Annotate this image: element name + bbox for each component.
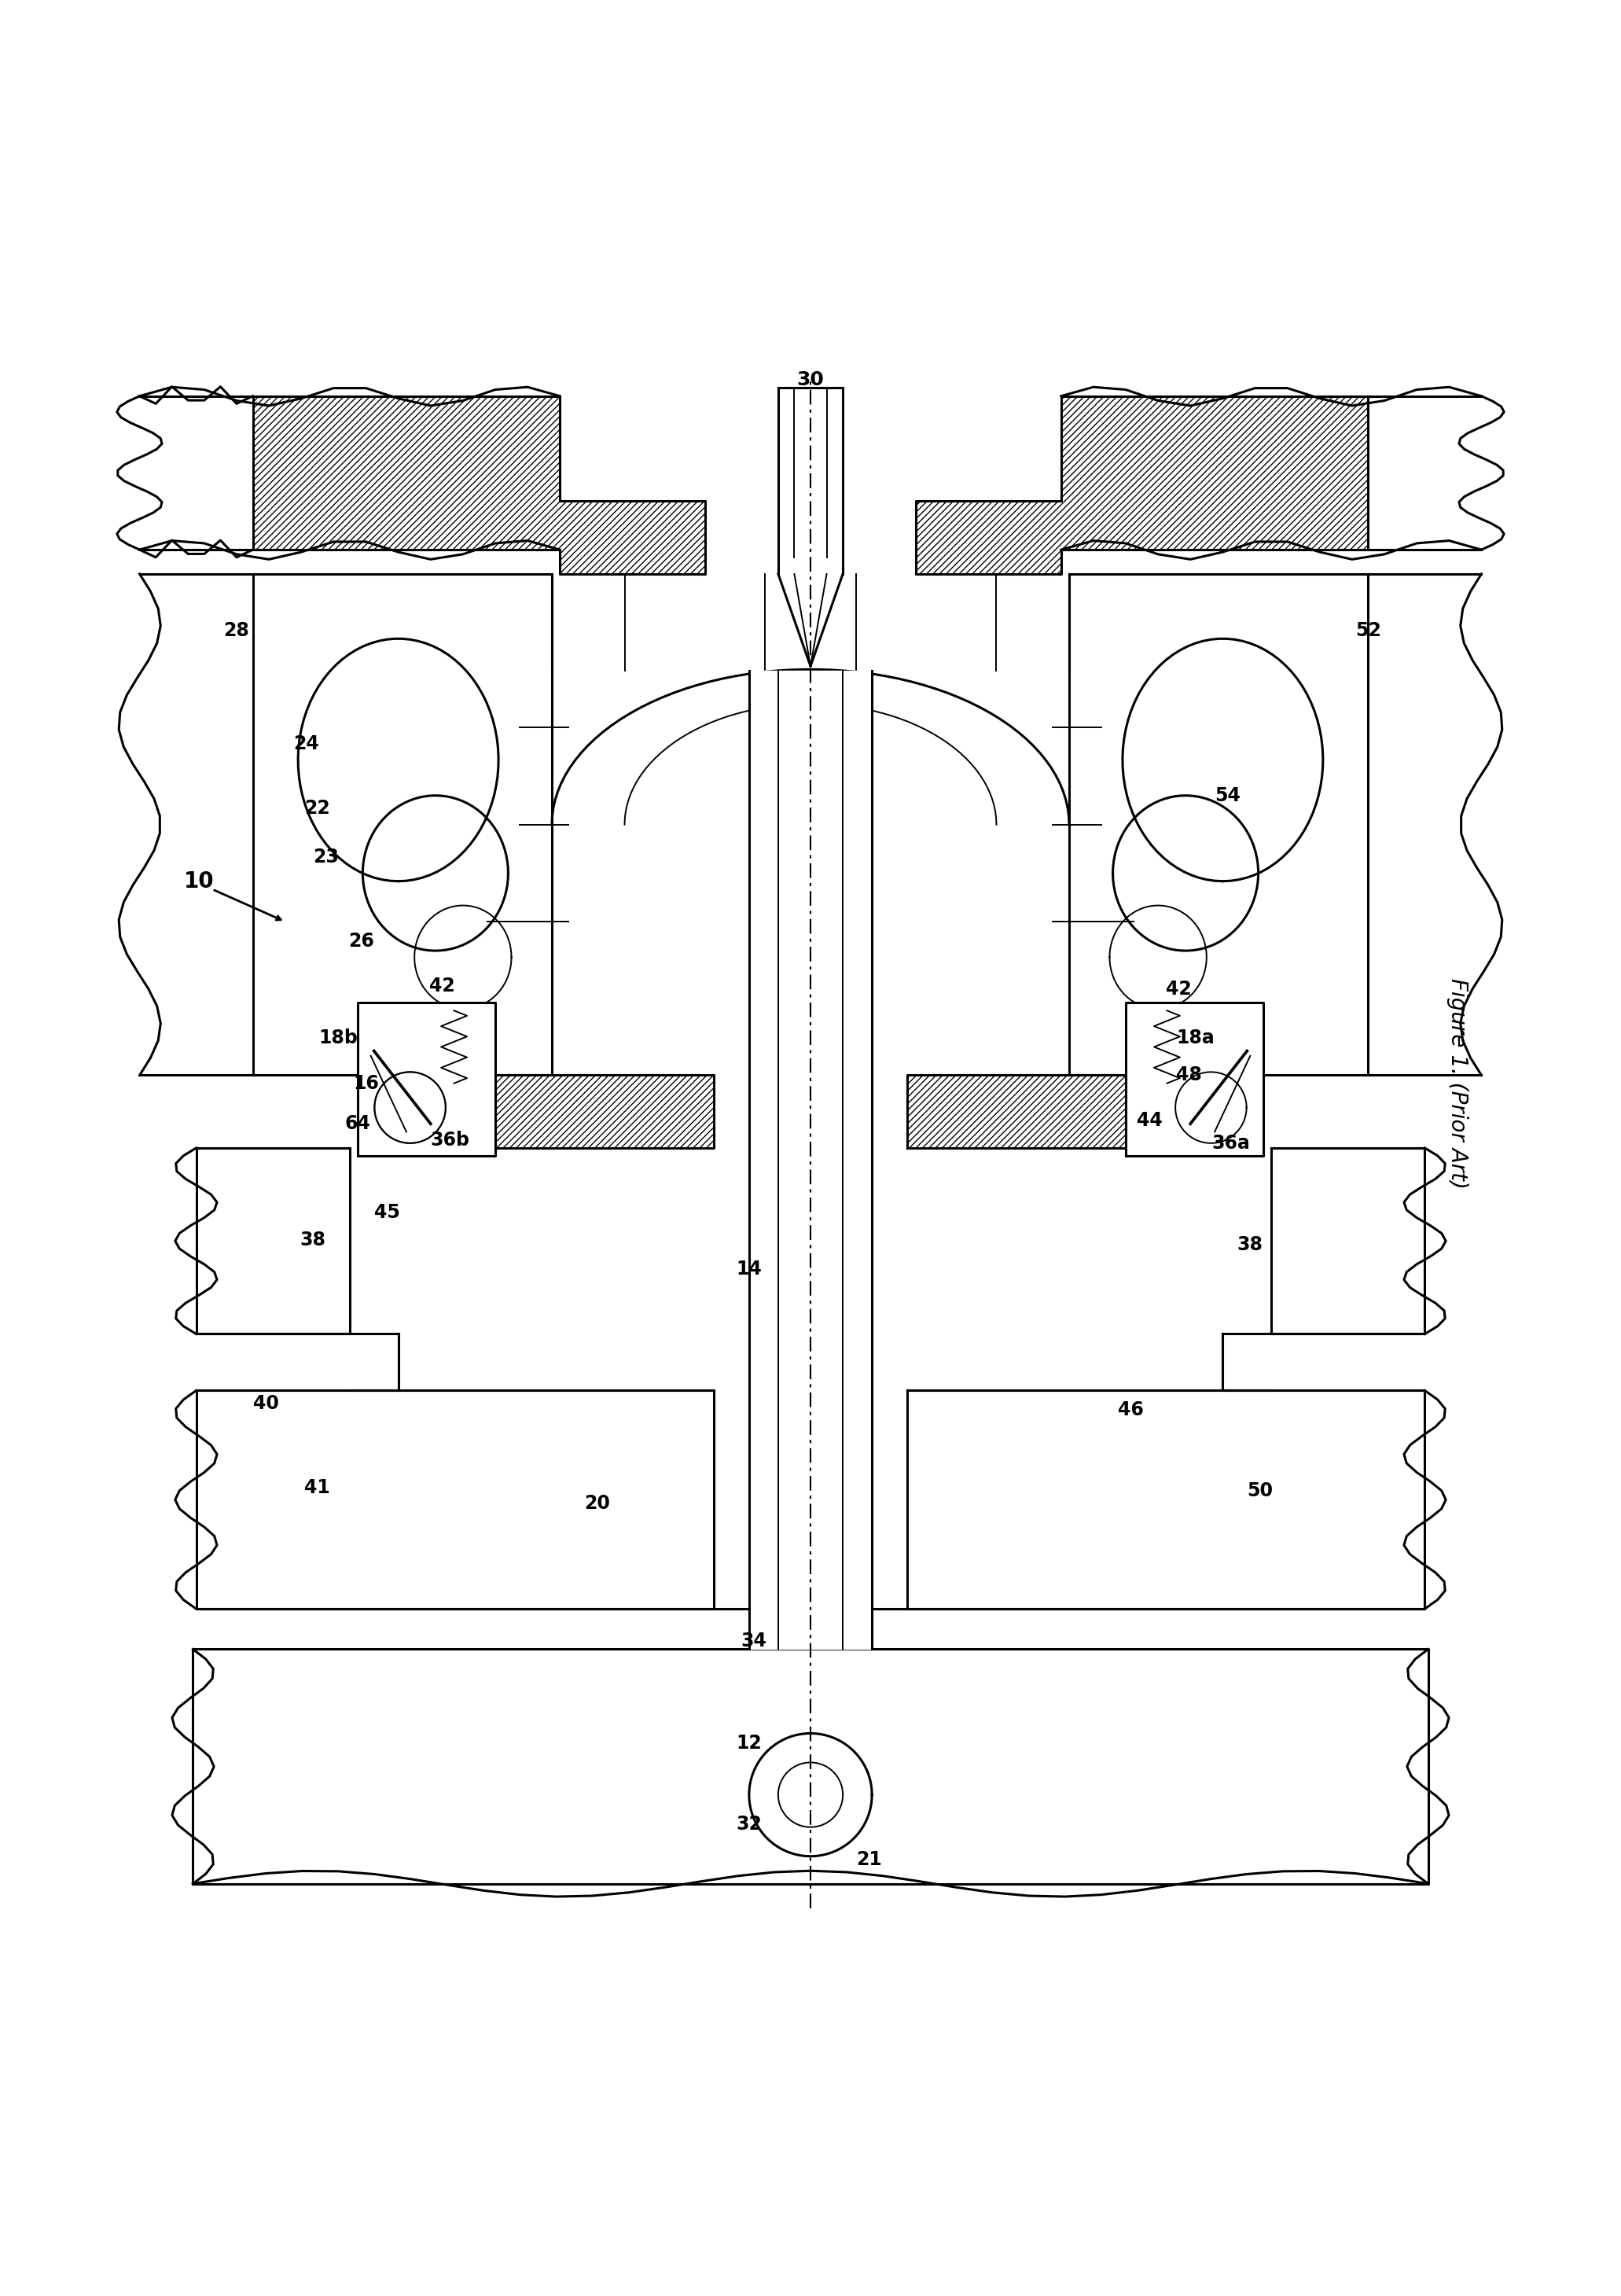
Polygon shape bbox=[358, 1003, 496, 1157]
Polygon shape bbox=[778, 388, 843, 574]
Text: 18b: 18b bbox=[319, 1029, 358, 1047]
Text: 64: 64 bbox=[345, 1114, 371, 1134]
Text: 42: 42 bbox=[1165, 980, 1191, 999]
Text: 48: 48 bbox=[1175, 1065, 1201, 1084]
Polygon shape bbox=[916, 397, 1368, 574]
Text: 32: 32 bbox=[736, 1814, 762, 1832]
Polygon shape bbox=[253, 397, 705, 574]
Polygon shape bbox=[1175, 1072, 1247, 1143]
Polygon shape bbox=[1222, 1334, 1425, 1391]
Text: 45: 45 bbox=[374, 1203, 400, 1221]
Text: 50: 50 bbox=[1247, 1481, 1272, 1499]
Text: 36b: 36b bbox=[430, 1130, 470, 1150]
Text: 30: 30 bbox=[798, 370, 823, 390]
Text: 54: 54 bbox=[1214, 785, 1240, 806]
Text: 16: 16 bbox=[353, 1075, 379, 1093]
Polygon shape bbox=[253, 574, 551, 1075]
Polygon shape bbox=[778, 574, 843, 666]
Bar bbox=[496, 1075, 713, 1148]
Polygon shape bbox=[1070, 574, 1368, 1075]
Text: 10: 10 bbox=[185, 870, 214, 893]
Text: 20: 20 bbox=[584, 1495, 609, 1513]
Bar bbox=[908, 1075, 1125, 1148]
Polygon shape bbox=[196, 1148, 350, 1334]
Polygon shape bbox=[196, 1391, 713, 1609]
Bar bbox=[749, 670, 872, 1649]
Text: 24: 24 bbox=[293, 735, 319, 753]
Text: 21: 21 bbox=[856, 1851, 882, 1869]
Polygon shape bbox=[908, 1391, 1425, 1609]
Text: 44: 44 bbox=[1136, 1111, 1162, 1130]
Polygon shape bbox=[749, 1733, 872, 1855]
Text: 42: 42 bbox=[430, 976, 456, 996]
Text: 34: 34 bbox=[741, 1632, 767, 1651]
Polygon shape bbox=[1125, 1003, 1263, 1157]
Text: 22: 22 bbox=[305, 799, 331, 817]
Text: 18a: 18a bbox=[1177, 1029, 1214, 1047]
Text: 38: 38 bbox=[300, 1231, 326, 1249]
Text: 38: 38 bbox=[1237, 1235, 1263, 1254]
Text: 46: 46 bbox=[1117, 1401, 1143, 1419]
Text: 28: 28 bbox=[224, 622, 250, 641]
Text: 23: 23 bbox=[313, 847, 339, 866]
Text: 36a: 36a bbox=[1211, 1134, 1250, 1153]
Text: 26: 26 bbox=[349, 932, 374, 951]
Bar bbox=[193, 1649, 1428, 1883]
Text: 12: 12 bbox=[736, 1733, 762, 1752]
Text: 40: 40 bbox=[253, 1394, 279, 1412]
Polygon shape bbox=[1222, 1334, 1425, 1391]
Text: 52: 52 bbox=[1355, 622, 1381, 641]
Polygon shape bbox=[196, 1334, 399, 1391]
Text: 41: 41 bbox=[305, 1479, 331, 1497]
Polygon shape bbox=[1271, 1148, 1425, 1334]
Text: 14: 14 bbox=[736, 1261, 762, 1279]
Polygon shape bbox=[749, 670, 872, 1649]
Polygon shape bbox=[196, 1334, 399, 1391]
Polygon shape bbox=[374, 1072, 446, 1143]
Text: Figure 1. (Prior Art): Figure 1. (Prior Art) bbox=[1446, 978, 1469, 1189]
